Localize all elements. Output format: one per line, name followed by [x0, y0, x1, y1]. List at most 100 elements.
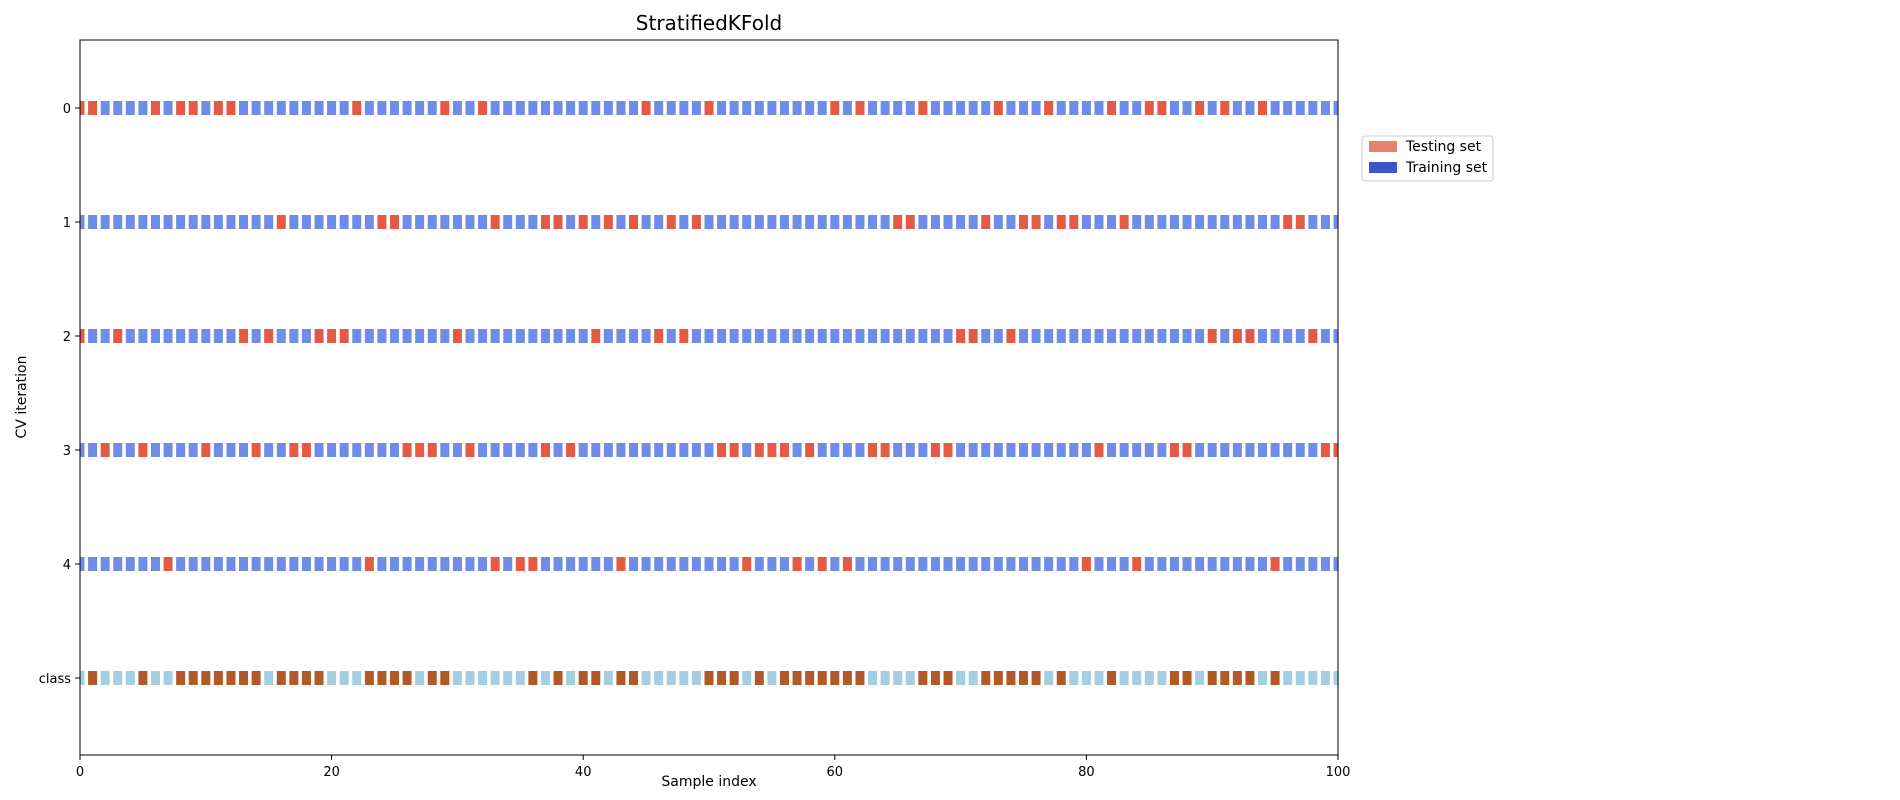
training-marker — [1144, 329, 1154, 343]
training-marker — [88, 443, 98, 457]
testing-marker — [993, 101, 1003, 115]
training-marker — [842, 443, 852, 457]
training-marker — [440, 329, 450, 343]
testing-marker — [1107, 101, 1117, 115]
training-marker — [1144, 557, 1154, 571]
class-0-marker — [1069, 671, 1079, 685]
testing-marker — [1169, 443, 1179, 457]
training-marker — [842, 329, 852, 343]
testing-marker — [855, 101, 865, 115]
class-1-marker — [427, 671, 437, 685]
training-marker — [88, 215, 98, 229]
y-tick-label: 2 — [63, 330, 71, 345]
training-marker — [830, 329, 840, 343]
testing-marker — [201, 443, 211, 457]
training-marker — [691, 557, 701, 571]
training-marker — [80, 557, 85, 571]
class-1-marker — [993, 671, 1003, 685]
x-tick-label: 40 — [575, 765, 592, 780]
training-marker — [1044, 443, 1054, 457]
training-marker — [1157, 557, 1167, 571]
training-marker — [478, 557, 488, 571]
training-marker — [1195, 443, 1205, 457]
testing-marker — [905, 215, 915, 229]
class-0-marker — [515, 671, 525, 685]
training-marker — [503, 557, 513, 571]
training-marker — [868, 101, 878, 115]
class-1-marker — [213, 671, 223, 685]
training-marker — [80, 215, 85, 229]
class-1-marker — [314, 671, 324, 685]
testing-marker — [452, 329, 462, 343]
training-marker — [188, 557, 198, 571]
training-marker — [855, 329, 865, 343]
training-marker — [163, 215, 173, 229]
training-marker — [842, 215, 852, 229]
training-marker — [918, 215, 928, 229]
training-marker — [100, 557, 110, 571]
training-marker — [490, 101, 500, 115]
training-marker — [805, 215, 815, 229]
training-marker — [704, 443, 714, 457]
class-0-marker — [1044, 671, 1054, 685]
training-marker — [226, 557, 236, 571]
training-marker — [1044, 329, 1054, 343]
training-marker — [188, 215, 198, 229]
training-marker — [1220, 215, 1230, 229]
training-marker — [754, 557, 764, 571]
class-1-marker — [528, 671, 538, 685]
class-0-marker — [150, 671, 160, 685]
training-marker — [80, 443, 85, 457]
training-marker — [503, 329, 513, 343]
class-0-marker — [1308, 671, 1318, 685]
training-marker — [956, 557, 966, 571]
training-marker — [138, 557, 148, 571]
training-marker — [553, 329, 563, 343]
training-marker — [943, 101, 953, 115]
testing-marker — [540, 215, 550, 229]
training-marker — [855, 557, 865, 571]
training-marker — [981, 443, 991, 457]
training-marker — [641, 557, 651, 571]
class-0-marker — [641, 671, 651, 685]
training-marker — [377, 443, 387, 457]
training-marker — [792, 329, 802, 343]
class-0-marker — [327, 671, 337, 685]
class-0-marker — [1119, 671, 1129, 685]
class-1-marker — [553, 671, 563, 685]
training-marker — [503, 101, 513, 115]
training-marker — [679, 101, 689, 115]
training-marker — [1132, 101, 1142, 115]
legend: Testing set Training set — [1361, 135, 1494, 182]
training-marker — [314, 101, 324, 115]
training-marker — [276, 101, 286, 115]
testing-marker — [717, 443, 727, 457]
training-marker — [918, 557, 928, 571]
training-marker — [125, 329, 135, 343]
training-marker — [603, 443, 613, 457]
training-marker — [1283, 101, 1293, 115]
training-marker — [742, 101, 752, 115]
training-marker — [691, 101, 701, 115]
training-marker — [1195, 215, 1205, 229]
training-marker — [1283, 443, 1293, 457]
training-marker — [1056, 443, 1066, 457]
testing-marker — [213, 101, 223, 115]
training-marker — [654, 443, 664, 457]
training-marker — [981, 101, 991, 115]
class-1-marker — [1031, 671, 1041, 685]
class-0-marker — [679, 671, 689, 685]
training-marker — [465, 215, 475, 229]
training-marker — [528, 443, 538, 457]
training-marker — [704, 215, 714, 229]
legend-swatch-testing — [1369, 141, 1397, 152]
fold-row-1 — [80, 215, 1338, 229]
training-marker — [402, 557, 412, 571]
training-marker — [767, 215, 777, 229]
training-marker — [163, 101, 173, 115]
testing-marker — [566, 443, 576, 457]
training-marker — [717, 557, 727, 571]
training-marker — [138, 329, 148, 343]
training-marker — [1132, 329, 1142, 343]
training-marker — [415, 215, 425, 229]
